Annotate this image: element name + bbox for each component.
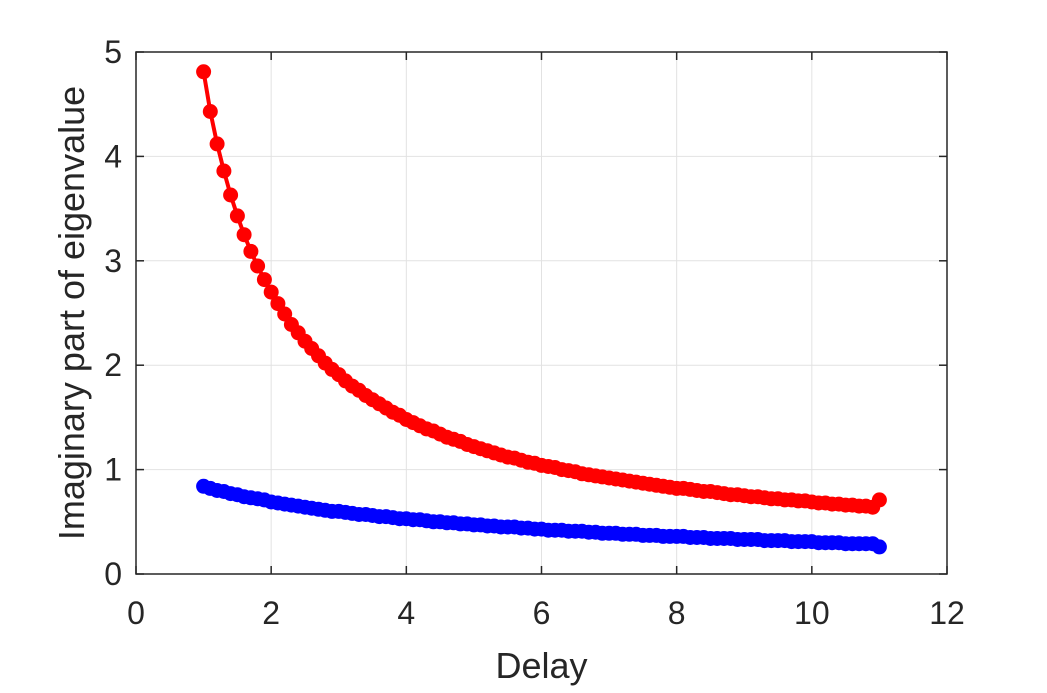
x-tick-label: 8 bbox=[668, 595, 686, 631]
x-tick-label: 4 bbox=[397, 595, 415, 631]
data-point bbox=[223, 187, 239, 203]
data-point bbox=[243, 243, 259, 259]
y-axis-title: Imaginary part of eigenvalue bbox=[51, 86, 92, 540]
x-tick-label: 0 bbox=[127, 595, 145, 631]
data-point bbox=[256, 272, 272, 288]
y-tick-label: 4 bbox=[104, 138, 122, 174]
y-tick-label: 0 bbox=[104, 556, 122, 592]
data-point bbox=[263, 284, 279, 300]
data-point bbox=[871, 539, 887, 555]
x-tick-label: 10 bbox=[794, 595, 830, 631]
x-axis-title: Delay bbox=[495, 645, 587, 686]
y-tick-label: 2 bbox=[104, 347, 122, 383]
x-tick-label: 12 bbox=[929, 595, 965, 631]
series-1 bbox=[196, 64, 887, 515]
y-tick-label: 3 bbox=[104, 243, 122, 279]
series-2 bbox=[196, 478, 887, 555]
data-point bbox=[196, 64, 212, 80]
series-layer bbox=[196, 64, 887, 555]
data-point bbox=[250, 258, 266, 274]
data-point bbox=[216, 163, 232, 179]
y-tick-label: 1 bbox=[104, 452, 122, 488]
data-point bbox=[202, 104, 218, 119]
data-point bbox=[871, 492, 887, 508]
data-point bbox=[229, 208, 245, 224]
data-point bbox=[209, 136, 225, 152]
y-tick-label: 5 bbox=[104, 34, 122, 70]
data-point bbox=[236, 227, 252, 243]
x-tick-label: 6 bbox=[533, 595, 551, 631]
x-tick-label: 2 bbox=[262, 595, 280, 631]
